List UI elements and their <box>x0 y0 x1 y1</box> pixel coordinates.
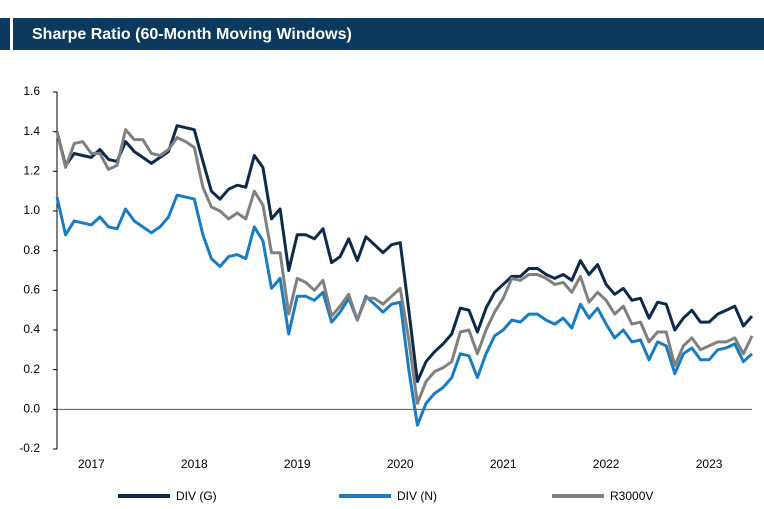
x-tick-label: 2022 <box>593 457 620 471</box>
y-tick-label: 0.8 <box>23 243 40 257</box>
y-tick-label: 1.0 <box>23 203 40 217</box>
series-line <box>55 128 754 405</box>
title-bar <box>0 18 764 50</box>
y-tick-label: 0.4 <box>23 322 40 336</box>
y-tick-label: 0.0 <box>23 402 40 416</box>
y-tick-label: 0.2 <box>23 362 40 376</box>
series-line <box>55 193 754 427</box>
y-tick-label: 1.4 <box>23 124 40 138</box>
legend-label: DIV (N) <box>397 489 437 503</box>
chart-title: Sharpe Ratio (60-Month Moving Windows) <box>32 26 352 43</box>
y-tick-label: 0.6 <box>23 283 40 297</box>
x-tick-label: 2019 <box>284 457 311 471</box>
x-tick-label: 2017 <box>78 457 105 471</box>
x-tick-label: 2020 <box>387 457 414 471</box>
y-tick-label: -0.2 <box>19 441 40 455</box>
y-tick-label: 1.2 <box>23 164 40 178</box>
y-tick-label: 1.6 <box>23 84 40 98</box>
x-tick-label: 2018 <box>181 457 208 471</box>
x-tick-label: 2021 <box>490 457 517 471</box>
x-tick-label: 2023 <box>696 457 723 471</box>
series-line <box>55 124 754 384</box>
legend-label: R3000V <box>610 489 653 503</box>
legend-label: DIV (G) <box>176 489 217 503</box>
title-bar-stripe <box>10 18 13 50</box>
